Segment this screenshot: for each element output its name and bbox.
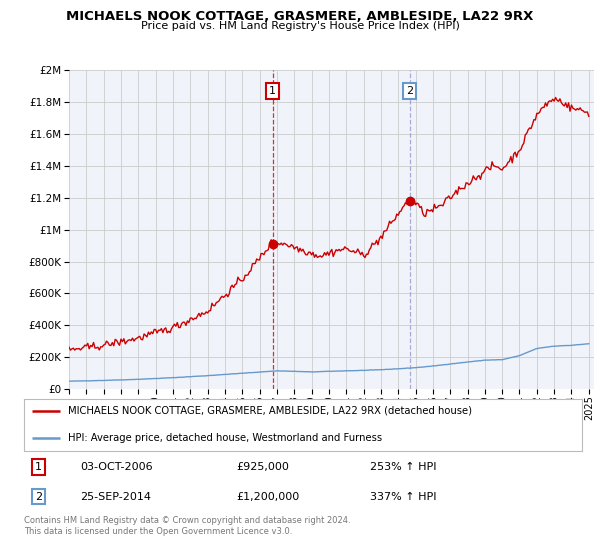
Text: 1: 1: [269, 86, 276, 96]
Text: £925,000: £925,000: [236, 462, 289, 472]
Text: Price paid vs. HM Land Registry's House Price Index (HPI): Price paid vs. HM Land Registry's House …: [140, 21, 460, 31]
Text: 253% ↑ HPI: 253% ↑ HPI: [370, 462, 436, 472]
Text: 1: 1: [35, 462, 42, 472]
Text: 03-OCT-2006: 03-OCT-2006: [80, 462, 152, 472]
Text: MICHAELS NOOK COTTAGE, GRASMERE, AMBLESIDE, LA22 9RX: MICHAELS NOOK COTTAGE, GRASMERE, AMBLESI…: [67, 10, 533, 23]
Text: MICHAELS NOOK COTTAGE, GRASMERE, AMBLESIDE, LA22 9RX (detached house): MICHAELS NOOK COTTAGE, GRASMERE, AMBLESI…: [68, 405, 472, 416]
Text: Contains HM Land Registry data © Crown copyright and database right 2024.
This d: Contains HM Land Registry data © Crown c…: [24, 516, 350, 536]
Text: 2: 2: [35, 492, 42, 502]
Text: 337% ↑ HPI: 337% ↑ HPI: [370, 492, 436, 502]
Text: 2: 2: [406, 86, 413, 96]
Text: £1,200,000: £1,200,000: [236, 492, 299, 502]
Text: 25-SEP-2014: 25-SEP-2014: [80, 492, 151, 502]
Text: HPI: Average price, detached house, Westmorland and Furness: HPI: Average price, detached house, West…: [68, 433, 382, 443]
